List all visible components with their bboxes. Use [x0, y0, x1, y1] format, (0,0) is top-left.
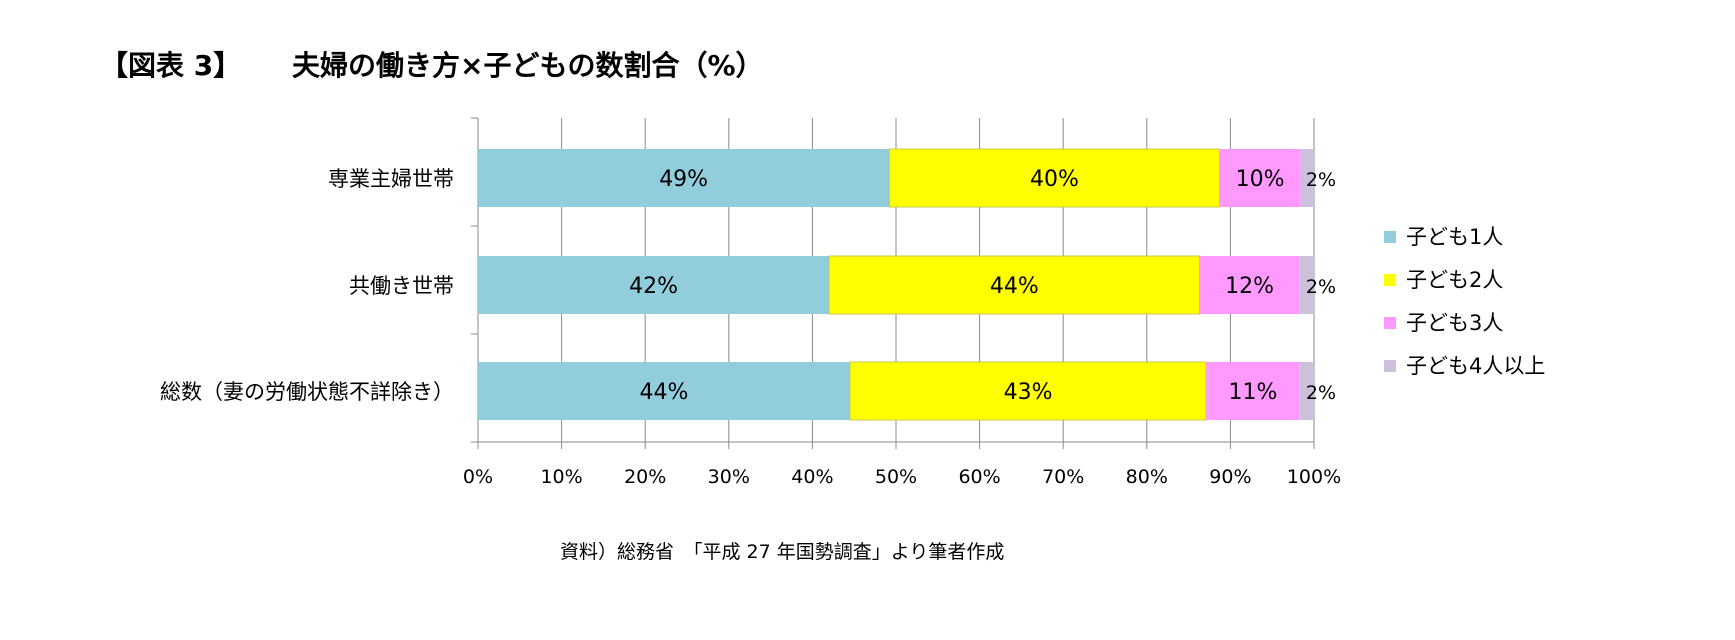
x-tick-label: 20%: [624, 466, 666, 488]
data-label: 40%: [1030, 167, 1079, 192]
bar-segment: [1199, 256, 1300, 314]
legend-label: 子ども4人以上: [1406, 354, 1545, 378]
bar-segment: [1300, 149, 1314, 207]
x-tick-label: 0%: [463, 466, 493, 488]
category-label: 共働き世帯: [349, 274, 454, 298]
legend-swatch: [1384, 274, 1396, 286]
x-tick-label: 50%: [875, 466, 917, 488]
bars: 49% 40% 10% 2% 42% 44% 12% 2% 44% 43% 11% 2%: [478, 148, 1336, 421]
legend-label: 子ども2人: [1406, 268, 1503, 292]
data-label: 11%: [1229, 380, 1278, 405]
data-label: 10%: [1236, 167, 1285, 192]
bar-segment: [888, 148, 1221, 208]
x-tick-label: 10%: [540, 466, 582, 488]
bar-segment: [1299, 362, 1314, 420]
bar-segment: [849, 361, 1207, 421]
data-label: 12%: [1225, 274, 1274, 299]
x-tick-label: 80%: [1126, 466, 1168, 488]
legend-swatch: [1384, 317, 1396, 329]
x-tick-label: 60%: [958, 466, 1000, 488]
bar-segment: [478, 149, 890, 207]
data-label: 44%: [990, 274, 1039, 299]
data-label: 2%: [1306, 169, 1336, 191]
data-label: 43%: [1004, 380, 1053, 405]
bar-segment: [478, 256, 830, 314]
x-tick-label: 100%: [1287, 466, 1341, 488]
bar-segment: [1299, 256, 1314, 314]
data-label: 42%: [629, 274, 678, 299]
bar-segment: [828, 255, 1200, 315]
chart-title: 夫婦の働き方×子どもの数割合（%）: [292, 49, 764, 82]
data-label: 2%: [1306, 382, 1336, 404]
tick-labels: 0% 10% 20% 30% 40% 50% 60% 70% 80% 90% 100%: [463, 466, 1341, 488]
x-tick-label: 30%: [708, 466, 750, 488]
x-tick-label: 70%: [1042, 466, 1084, 488]
legend-label: 子ども3人: [1406, 311, 1503, 335]
data-label: 44%: [640, 380, 689, 405]
legend-label: 子ども1人: [1406, 225, 1503, 249]
legend-swatch: [1384, 231, 1396, 243]
category-label: 総数（妻の労働状態不詳除き）: [160, 380, 454, 404]
source-note: 資料）総務省 「平成 27 年国勢調査」より筆者作成: [560, 541, 1005, 563]
data-label: 49%: [659, 167, 708, 192]
legend-swatch: [1384, 360, 1396, 372]
category-label: 専業主婦世帯: [328, 167, 454, 191]
bar-segment: [478, 362, 851, 420]
x-tick-label: 40%: [791, 466, 833, 488]
bar-segment: [1219, 149, 1301, 207]
x-tick-label: 90%: [1209, 466, 1251, 488]
data-label: 2%: [1306, 276, 1336, 298]
bar-segment: [1206, 362, 1300, 420]
figure-label: 【図表 3】: [100, 49, 242, 82]
